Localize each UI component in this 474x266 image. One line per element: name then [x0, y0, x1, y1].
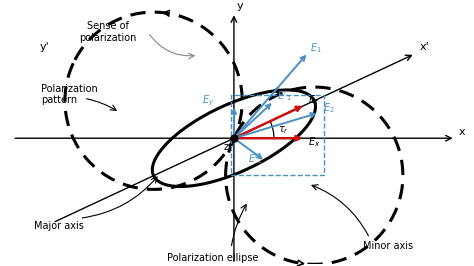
Text: y: y: [237, 1, 244, 11]
Text: Polarization
pattern: Polarization pattern: [41, 84, 98, 106]
Text: $E'_1$: $E'_1$: [277, 90, 292, 103]
Text: Sense of
polarization: Sense of polarization: [80, 21, 137, 43]
Text: z: z: [223, 142, 228, 152]
Text: x: x: [458, 127, 465, 137]
Text: y': y': [40, 42, 50, 52]
Text: x': x': [419, 42, 429, 52]
Text: Polarization ellipse: Polarization ellipse: [167, 253, 258, 263]
Text: $E_2$: $E_2$: [323, 101, 334, 115]
Text: $E_y$: $E_y$: [201, 94, 214, 108]
Text: $E'_2$: $E'_2$: [248, 152, 263, 166]
Text: $E_x$: $E_x$: [308, 135, 320, 149]
Text: $\tau_r$: $\tau_r$: [278, 124, 289, 136]
Text: Major axis: Major axis: [34, 221, 83, 231]
Bar: [231, 95, 324, 175]
Text: Minor axis: Minor axis: [363, 241, 413, 251]
Text: $E_1$: $E_1$: [310, 41, 321, 55]
Text: $E_t$: $E_t$: [308, 93, 319, 107]
